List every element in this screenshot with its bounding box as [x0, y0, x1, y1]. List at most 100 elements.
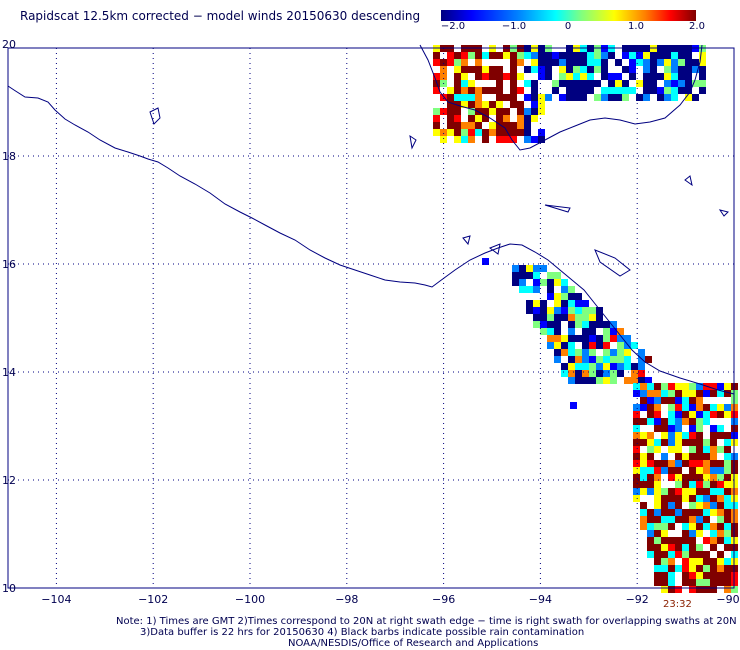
wind-cell [533, 314, 540, 321]
wind-cell [526, 300, 533, 307]
wind-cell [657, 52, 664, 59]
wind-cell [512, 279, 519, 286]
wind-cell [561, 286, 568, 293]
wind-cell [671, 87, 678, 94]
wind-cell [710, 565, 717, 572]
wind-cell [633, 383, 640, 390]
wind-cell [547, 321, 554, 328]
wind-cell [547, 307, 554, 314]
wind-cell [589, 356, 596, 363]
wind-cell [647, 439, 654, 446]
wind-cell [675, 516, 682, 523]
wind-cell [689, 488, 696, 495]
wind-cell [703, 551, 710, 558]
wind-cell [661, 516, 668, 523]
wind-cell [699, 52, 706, 59]
wind-cell [703, 481, 710, 488]
wind-cell [633, 439, 640, 446]
wind-cell [524, 66, 531, 73]
wind-cell [624, 356, 631, 363]
wind-cell [582, 300, 589, 307]
wind-cell [668, 516, 675, 523]
wind-cell [650, 73, 657, 80]
wind-cell [475, 122, 482, 129]
wind-cell [496, 66, 503, 73]
wind-cell [475, 115, 482, 122]
wind-cell [601, 87, 608, 94]
wind-cell [724, 460, 731, 467]
wind-cell [587, 87, 594, 94]
map-title: Rapidscat 12.5km corrected − model winds… [20, 9, 421, 23]
wind-cell [661, 537, 668, 544]
wind-cell [675, 467, 682, 474]
wind-cell [689, 460, 696, 467]
wind-cell [582, 342, 589, 349]
wind-cell [682, 418, 689, 425]
wind-cell [524, 52, 531, 59]
wind-cell [724, 586, 731, 593]
wind-cell [573, 66, 580, 73]
wind-cell [596, 314, 603, 321]
wind-cell [603, 356, 610, 363]
wind-cell [661, 488, 668, 495]
wind-cell [617, 335, 624, 342]
wind-cell [703, 509, 710, 516]
wind-cell [654, 565, 661, 572]
wind-cell [524, 122, 531, 129]
wind-cell [629, 66, 636, 73]
wind-cell [661, 579, 668, 586]
wind-cell [517, 52, 524, 59]
wind-cell [731, 586, 738, 593]
wind-cell [554, 307, 561, 314]
wind-cell [717, 488, 724, 495]
wind-cell [538, 108, 545, 115]
wind-cell [526, 286, 533, 293]
wind-cell [547, 342, 554, 349]
wind-cell [601, 94, 608, 101]
wind-cell [703, 586, 710, 593]
wind-cell [678, 73, 685, 80]
wind-cell [696, 383, 703, 390]
wind-cell [475, 101, 482, 108]
swath-time: 23:32 [663, 599, 692, 610]
wind-cell [696, 474, 703, 481]
wind-cell [631, 377, 638, 384]
wind-cell [689, 418, 696, 425]
y-tick-label: 20 [2, 38, 16, 51]
wind-cell [552, 59, 559, 66]
wind-cell [568, 293, 575, 300]
wind-cell [517, 87, 524, 94]
wind-cell [622, 52, 629, 59]
wind-cell [654, 530, 661, 537]
wind-cell [512, 265, 519, 272]
wind-cell [710, 495, 717, 502]
wind-cell [633, 481, 640, 488]
wind-cell [678, 66, 685, 73]
wind-cell [545, 52, 552, 59]
wind-cell [724, 495, 731, 502]
x-tick-label: −94 [529, 593, 552, 606]
wind-cell [724, 446, 731, 453]
wind-cell [689, 411, 696, 418]
wind-cell [717, 481, 724, 488]
wind-cell [468, 80, 475, 87]
wind-cell [657, 59, 664, 66]
wind-cell [633, 488, 640, 495]
wind-cell [696, 565, 703, 572]
wind-cell [447, 129, 454, 136]
wind-cell [561, 342, 568, 349]
wind-cell [661, 467, 668, 474]
wind-cell [647, 530, 654, 537]
wind-cell [538, 94, 545, 101]
wind-cell [710, 572, 717, 579]
wind-cell [689, 558, 696, 565]
wind-cell [554, 314, 561, 321]
wind-cell [633, 425, 640, 432]
wind-cell [552, 52, 559, 59]
wind-cell [682, 411, 689, 418]
wind-cell [661, 544, 668, 551]
wind-cell [654, 439, 661, 446]
wind-cell [624, 349, 631, 356]
wind-cell [517, 108, 524, 115]
wind-cell [654, 544, 661, 551]
